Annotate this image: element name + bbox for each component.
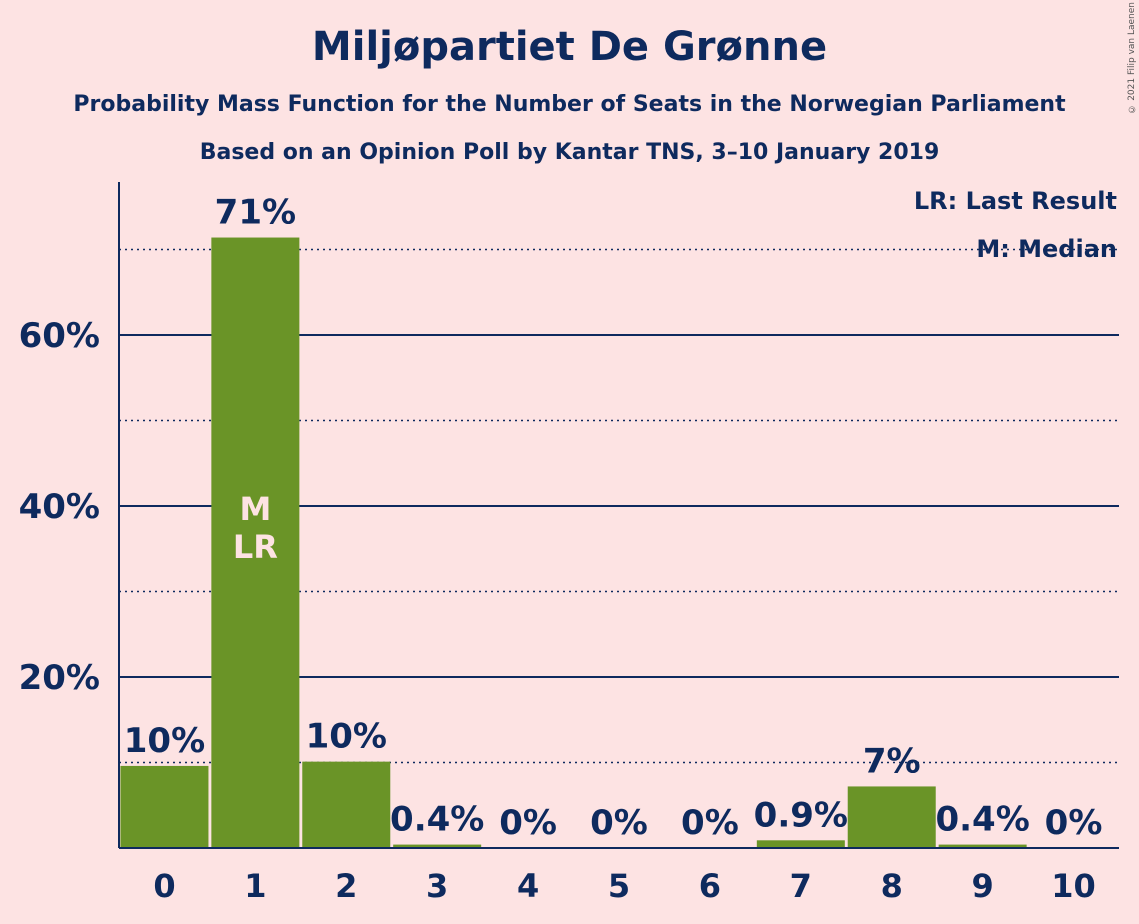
- x-tick-label-5: 5: [608, 867, 630, 905]
- value-label-1: 71%: [215, 193, 296, 233]
- x-tick-label-7: 7: [790, 867, 812, 905]
- value-label-9: 0.4%: [935, 800, 1029, 840]
- bar-9: [938, 844, 1027, 848]
- chart-subtitle-2: Based on an Opinion Poll by Kantar TNS, …: [199, 140, 940, 165]
- legend: LR: Last Result M: Median: [914, 187, 1117, 263]
- x-tick-label-6: 6: [699, 867, 721, 905]
- axes: [118, 182, 1119, 849]
- bar-0: [120, 765, 209, 848]
- x-tick-label-9: 9: [972, 867, 994, 905]
- bar-marker-m: M: [239, 490, 271, 528]
- value-label-5: 0%: [590, 803, 648, 843]
- legend-last-result: LR: Last Result: [914, 187, 1117, 215]
- bar-marker-lr: LR: [233, 528, 278, 566]
- value-labels: 10% 71% 10% 0.4% 0% 0% 0% 0.9% 7% 0.4% 0% MLR: [124, 193, 1103, 843]
- tick-labels: 0 1 2 3 4 5 6 7 8 9 10 20% 40% 60%: [19, 316, 1096, 905]
- value-label-4: 0%: [499, 803, 557, 843]
- y-tick-label-60: 60%: [19, 316, 100, 356]
- value-label-2: 10%: [306, 717, 387, 757]
- x-tick-label-1: 1: [244, 867, 266, 905]
- value-label-10: 0%: [1045, 803, 1103, 843]
- value-label-3: 0.4%: [390, 800, 484, 840]
- x-tick-label-10: 10: [1051, 867, 1096, 905]
- value-label-0: 10%: [124, 721, 205, 761]
- value-label-7: 0.9%: [754, 795, 848, 835]
- legend-median: M: Median: [976, 235, 1117, 263]
- chart-subtitle-1: Probability Mass Function for the Number…: [73, 92, 1066, 117]
- value-label-8: 7%: [863, 741, 921, 781]
- value-label-6: 0%: [681, 803, 739, 843]
- y-tick-label-40: 40%: [19, 487, 100, 527]
- bar-1: [211, 237, 300, 848]
- x-tick-label-8: 8: [881, 867, 903, 905]
- bar-8: [847, 786, 936, 848]
- bar-7: [756, 840, 845, 848]
- y-tick-label-20: 20%: [19, 658, 100, 698]
- x-tick-label-3: 3: [426, 867, 448, 905]
- bars: [120, 237, 1027, 848]
- x-tick-label-0: 0: [153, 867, 175, 905]
- bar-2: [302, 761, 391, 848]
- chart-title: Miljøpartiet De Grønne: [311, 24, 828, 70]
- x-tick-label-4: 4: [517, 867, 539, 905]
- x-tick-label-2: 2: [335, 867, 357, 905]
- bar-3: [393, 844, 482, 848]
